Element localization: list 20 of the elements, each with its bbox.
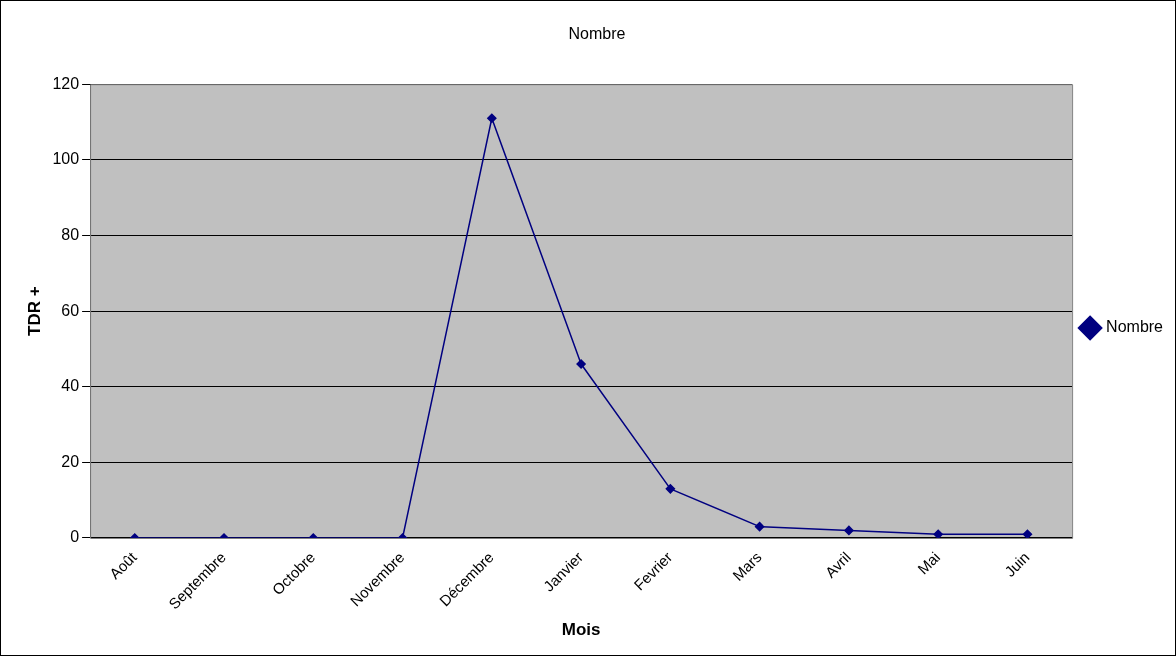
x-axis-title: Mois: [561, 620, 601, 640]
y-tick-label: 0: [70, 528, 80, 546]
point: [933, 529, 943, 538]
y-axis-title: TDR +: [24, 286, 44, 336]
y-tick-label: 40: [61, 377, 80, 395]
y-tick-label: 120: [52, 74, 80, 92]
y-tick-label: 20: [61, 452, 80, 470]
y-tick-label: 100: [52, 150, 80, 168]
y-tick-label: 80: [61, 225, 80, 243]
point: [754, 521, 765, 532]
y-tick-label: 60: [61, 301, 80, 319]
x-tick-label: Juin: [1001, 548, 1033, 580]
point: [576, 359, 586, 369]
x-tick-label: Mai: [914, 548, 944, 578]
chart-title: Nombre: [568, 25, 626, 43]
legend-label: Nombre: [1106, 318, 1164, 336]
point: [1022, 529, 1033, 538]
point: [665, 484, 676, 494]
point: [844, 525, 854, 536]
point: [487, 113, 497, 123]
